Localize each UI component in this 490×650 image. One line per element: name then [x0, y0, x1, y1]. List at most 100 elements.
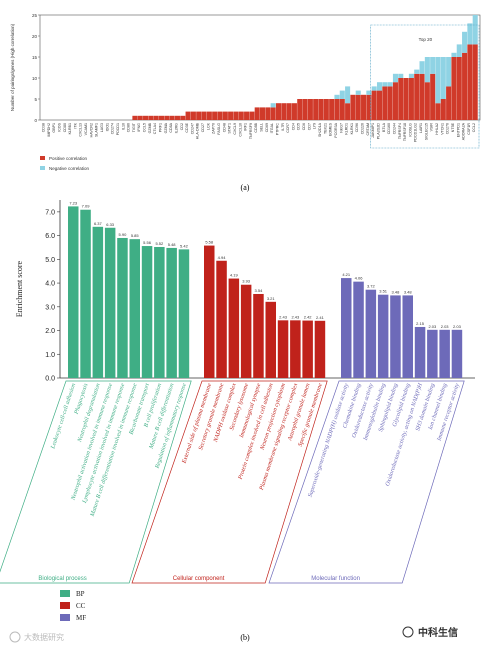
y-axis-label-b: Enrichment score	[15, 260, 24, 317]
x-tick-label-a: TNFRSF18	[403, 123, 407, 141]
bar-positive	[398, 78, 404, 120]
data-label-b: 3.54	[255, 288, 264, 293]
data-label-b: 3.72	[367, 284, 376, 289]
x-tick-label-a: IRF1	[244, 123, 248, 131]
x-tick-label-a: HLA-DMB	[196, 122, 200, 139]
legend-label-b: BP	[76, 590, 85, 598]
x-tick-label-b: Leukocyte cell-cell adhesion	[50, 383, 77, 451]
data-label-b: 4.94	[218, 255, 227, 260]
data-label-b: 3.51	[379, 289, 388, 294]
data-label-b: 3.93	[242, 279, 251, 284]
y-tick-label-a: 20	[32, 34, 38, 39]
x-tick-label-a: ZAP70	[212, 123, 216, 134]
bar-negative	[387, 82, 393, 87]
bar-positive	[329, 99, 335, 120]
bar-positive	[217, 111, 223, 120]
bar-positive	[212, 111, 218, 120]
bar-positive	[180, 115, 186, 120]
bar-positive	[260, 107, 266, 120]
bar-cc	[216, 260, 227, 378]
data-label-b: 5.58	[205, 240, 214, 245]
x-tick-label-a: NT5E	[451, 122, 455, 132]
bar-cc	[240, 284, 252, 378]
x-tick-label-a: SLAMF1	[95, 123, 99, 137]
bar-negative	[462, 31, 468, 53]
bar-positive	[307, 99, 313, 120]
x-tick-label-a: CD48	[222, 123, 226, 132]
x-tick-label-a: CD244	[392, 123, 396, 134]
bar-negative	[382, 82, 388, 87]
data-label-b: 3.21	[267, 296, 276, 301]
bar-positive	[132, 115, 138, 120]
bar-cc	[290, 320, 301, 378]
bar-positive	[286, 103, 292, 120]
bar-positive	[158, 115, 165, 120]
x-tick-label-a: CD274	[111, 123, 115, 134]
bar-negative	[456, 44, 462, 57]
bar-mf	[365, 289, 377, 378]
bar-cc	[314, 320, 326, 378]
chart-b: 0.0 1.0 2.0 3.0 4.0 5.0 6.0 7.0 Enrichment score…	[0, 200, 475, 622]
x-tick-label-a: IMPDH2	[47, 123, 51, 137]
y-tick-label-b: 3.0	[45, 304, 55, 311]
x-tick-label-a: IL7R	[281, 123, 285, 131]
watermark-left: 大数据研究	[9, 631, 64, 643]
bar-positive	[430, 73, 436, 120]
x-tick-label-a: CSF1R	[467, 123, 471, 135]
bar-mf	[439, 329, 450, 378]
bar-negative	[446, 57, 452, 87]
bar-positive	[174, 115, 180, 120]
legend-swatch-b	[60, 614, 70, 621]
x-tick-label-a: HAVCR2	[89, 123, 93, 137]
bar-bp	[80, 209, 91, 378]
data-label-b: 2.03	[453, 324, 462, 329]
data-label-b: 3.48	[404, 289, 413, 294]
bar-positive	[206, 111, 212, 120]
x-tick-label-a: PDCD1LG2	[414, 123, 418, 142]
x-tick-label-a: LAG3	[100, 123, 104, 132]
x-tick-label-a: LAIR1	[419, 123, 423, 133]
bar-cc	[302, 320, 313, 378]
bar-positive	[408, 78, 414, 120]
x-tick-label-a: TIGIT	[132, 122, 136, 132]
bar-cc	[277, 320, 289, 378]
bar-positive	[153, 115, 159, 120]
data-label-b: 2.42	[304, 315, 313, 320]
bar-positive	[275, 103, 282, 120]
bar-bp	[154, 246, 165, 378]
bar-positive	[451, 57, 457, 120]
bar-negative	[398, 73, 404, 78]
data-label-b: 2.41	[316, 315, 325, 320]
x-tick-label-a: CD4	[291, 123, 295, 130]
bar-positive	[472, 44, 478, 120]
y-tick-label-b: 0.0	[45, 376, 55, 383]
bar-mf	[341, 278, 352, 378]
bar-positive	[376, 90, 383, 120]
y-tick-label-b: 1.0	[45, 352, 55, 359]
bar-negative	[435, 57, 441, 104]
legend-swatch-b	[60, 602, 70, 609]
x-tick-label-a: CTLA4	[153, 123, 157, 134]
x-tick-label-a: IL2RG	[174, 123, 178, 134]
panel-label-b: (b)	[240, 633, 250, 642]
x-tick-label-a: VTCN1	[440, 123, 444, 135]
x-tick-label-a: EOMES	[329, 122, 333, 136]
bar-cc	[265, 301, 276, 378]
bar-negative	[414, 69, 420, 74]
x-tick-label-a: SIGLEC15	[424, 123, 428, 140]
x-tick-label-a: STAT1	[228, 123, 232, 134]
bar-positive	[313, 99, 319, 120]
bar-mf	[451, 329, 463, 378]
x-tick-label-a: CXCL9	[233, 123, 237, 135]
bar-positive	[185, 111, 191, 120]
x-tick-label-a: SELL	[260, 123, 264, 132]
x-tick-label-a: ICOSLG	[408, 123, 412, 137]
x-tick-label-a: VCAM1	[84, 123, 88, 135]
x-tick-label-a: PRF1	[159, 123, 163, 132]
y-tick-label-a: 5	[34, 97, 37, 102]
bar-negative	[440, 57, 446, 99]
data-label-b: 5.48	[168, 242, 177, 247]
x-tick-label-a: CXCL10	[238, 123, 242, 137]
top20-annotation: Top 20	[419, 37, 433, 42]
y-tick-label-b: 4.0	[45, 281, 55, 288]
